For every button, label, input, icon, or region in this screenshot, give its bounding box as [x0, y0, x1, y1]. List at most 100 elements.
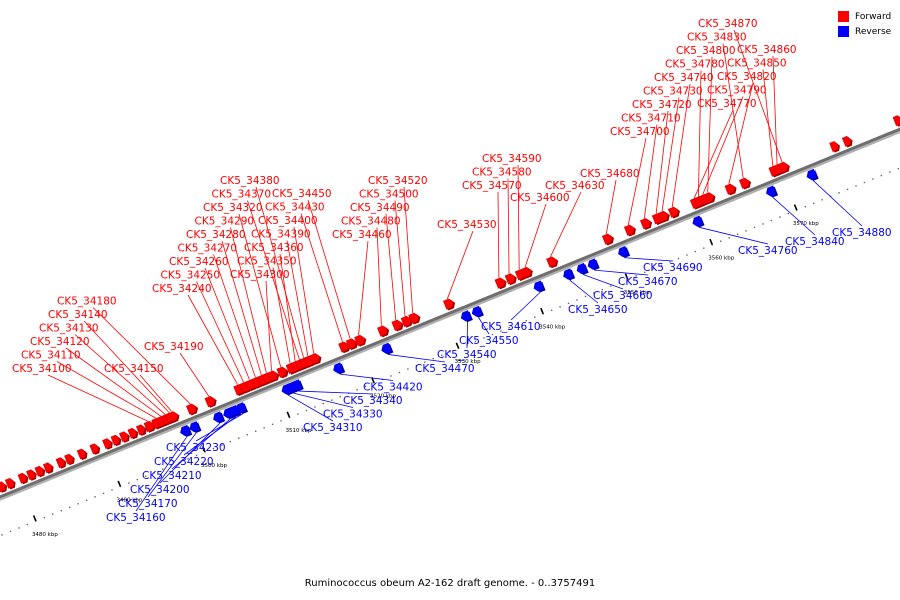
leader-line — [221, 240, 262, 376]
minor-tick — [9, 530, 12, 533]
gene-label: CK5_34420 — [363, 382, 423, 394]
gene-ck5_34670 — [587, 258, 600, 271]
gene-ck5_34190 — [204, 396, 217, 408]
minor-tick — [94, 496, 96, 498]
gene-ck5_34710 — [640, 218, 653, 230]
minor-tick — [720, 240, 722, 242]
gene-ck5_34740 — [667, 206, 680, 219]
leader-line — [230, 227, 267, 373]
gene-unlabeled-forward — [42, 462, 54, 474]
genome-caption: Ruminococcus obeum A2-162 draft genome. … — [304, 578, 596, 589]
minor-tick — [77, 503, 79, 505]
gene-unlabeled-forward — [0, 481, 8, 493]
gene-label: CK5_34100 — [12, 363, 72, 375]
minor-tick — [128, 482, 130, 484]
minor-tick — [145, 475, 147, 477]
gene-ck5_34550 — [471, 305, 484, 318]
minor-tick — [872, 178, 874, 180]
gene-unlabeled-forward — [119, 431, 130, 443]
minor-tick — [1, 534, 3, 536]
gene-label: CK5_34770 — [697, 98, 757, 110]
minor-tick — [736, 233, 739, 236]
tick-label: 3540 kbp — [539, 325, 565, 331]
minor-tick — [542, 313, 544, 315]
gene-label: CK5_34730 — [643, 86, 703, 98]
minor-tick — [415, 364, 418, 367]
minor-tick — [669, 261, 671, 263]
gene-ck5_34800 — [703, 192, 716, 205]
legend-label-reverse: Reverse — [855, 26, 892, 37]
leader-line — [385, 213, 397, 321]
minor-tick — [838, 192, 840, 194]
leader-line — [179, 352, 210, 397]
minor-tick — [846, 188, 849, 191]
leader-line — [655, 110, 669, 214]
leader-line — [569, 279, 599, 304]
minor-tick — [288, 416, 291, 419]
gene-label: CK5_34380 — [220, 175, 280, 187]
leader-line — [187, 294, 238, 385]
gene-unlabeled-forward — [127, 427, 139, 440]
gene-label: CK5_34240 — [152, 283, 212, 295]
tick-label: 3520 kbp — [370, 394, 396, 400]
leader-line — [213, 254, 256, 378]
leader-line — [728, 82, 754, 184]
legend-swatch-forward — [838, 11, 849, 22]
gene-label: CK5_34260 — [169, 256, 229, 268]
gene-label: CK5_34220 — [154, 456, 214, 468]
minor-tick — [424, 361, 426, 363]
gene-ck5_34600 — [520, 266, 533, 279]
minor-tick — [618, 281, 620, 284]
gene-label: CK5_34840 — [785, 236, 845, 248]
tick-label: 3510 kbp — [286, 428, 312, 434]
gene-layer — [0, 115, 900, 493]
gene-label: CK5_34690 — [643, 262, 703, 274]
minor-tick — [483, 337, 485, 339]
tick-label: 3570 kbp — [793, 221, 819, 227]
tick-label: 3550 kbp — [624, 290, 650, 296]
leader-line — [478, 317, 490, 335]
minor-tick — [525, 319, 527, 322]
minor-tick — [880, 174, 883, 177]
minor-tick — [897, 167, 899, 170]
minor-tick — [745, 230, 747, 232]
gene-label: CK5_34330 — [323, 409, 383, 421]
leader-line — [139, 374, 172, 412]
gene-label: CK5_34160 — [106, 512, 166, 524]
gene-label: CK5_34500 — [359, 189, 419, 201]
minor-tick — [111, 489, 113, 491]
leader-line — [92, 307, 191, 405]
leader-line — [699, 226, 769, 245]
leader-line — [286, 240, 309, 357]
gene-unlabeled-forward — [4, 477, 16, 490]
leader-line — [147, 432, 197, 498]
minor-tick — [18, 527, 20, 529]
gene-label: CK5_34170 — [118, 498, 178, 510]
leader-line — [733, 29, 783, 163]
minor-tick — [263, 427, 265, 429]
gene-label: CK5_34460 — [332, 229, 392, 241]
major-tick — [117, 480, 122, 487]
minor-tick — [703, 247, 705, 249]
gene-label: CK5_34130 — [39, 323, 99, 335]
minor-tick — [162, 468, 164, 470]
minor-tick — [660, 264, 663, 267]
minor-tick — [432, 357, 434, 360]
leader-line — [74, 334, 166, 415]
leader-line — [293, 392, 354, 408]
leader-line — [403, 186, 414, 314]
gene-label: CK5_34450 — [272, 188, 332, 200]
gene-ck5_34730 — [657, 210, 670, 223]
gene-label: CK5_34670 — [618, 276, 678, 288]
minor-tick — [500, 330, 502, 332]
leader-line — [376, 227, 382, 326]
leader-line — [339, 373, 394, 381]
leader-line — [722, 43, 744, 179]
minor-tick — [246, 433, 248, 436]
leader-line — [394, 200, 406, 317]
major-tick — [455, 342, 460, 349]
minor-tick — [390, 375, 392, 377]
minor-tick — [297, 413, 299, 415]
leader-line — [624, 257, 674, 262]
